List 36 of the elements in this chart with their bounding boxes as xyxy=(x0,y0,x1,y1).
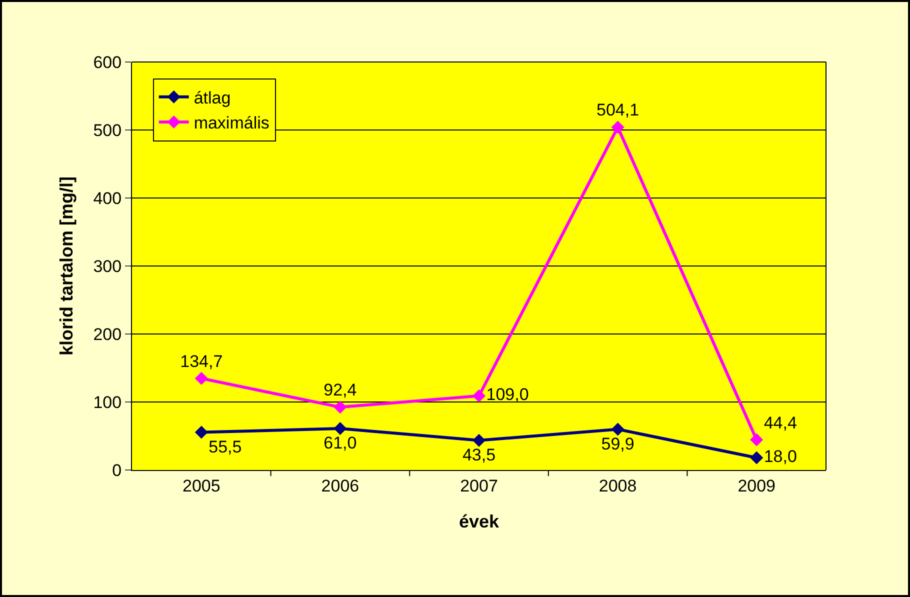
y-tick-label: 100 xyxy=(93,392,122,412)
data-label: 43,5 xyxy=(462,445,496,464)
point xyxy=(750,451,764,464)
y-tick-label: 300 xyxy=(93,256,122,276)
point xyxy=(472,434,486,447)
data-label: 109,0 xyxy=(486,385,529,404)
x-tick-label: 2008 xyxy=(598,476,637,496)
data-label: 92,4 xyxy=(324,380,357,400)
point xyxy=(194,372,208,385)
y-axis-title: klorid tartalom [mg/l] xyxy=(56,176,76,356)
point xyxy=(334,422,347,436)
point xyxy=(611,120,624,134)
data-label: 44,4 xyxy=(764,413,797,432)
point xyxy=(194,426,208,439)
point xyxy=(750,433,764,446)
data-label: 61,0 xyxy=(324,434,357,453)
data-label: 504,1 xyxy=(596,100,640,120)
point xyxy=(334,400,347,414)
x-tick-label: 2007 xyxy=(460,476,498,496)
x-tick-label: 2005 xyxy=(182,476,220,496)
y-tick-label: 0 xyxy=(112,460,122,480)
x-tick-label: 2006 xyxy=(321,476,360,496)
data-label: 55,5 xyxy=(208,437,242,456)
data-label: 59,9 xyxy=(601,434,634,454)
legend-label: maximális xyxy=(194,114,270,133)
point xyxy=(472,389,486,402)
y-tick-label: 500 xyxy=(93,120,122,140)
y-tick-label: 400 xyxy=(93,188,122,208)
data-label: 18,0 xyxy=(764,447,797,466)
legend-label: átlag xyxy=(194,88,231,108)
x-tick-label: 2009 xyxy=(738,476,776,496)
data-label: 134,7 xyxy=(180,352,223,371)
x-axis-title: évek xyxy=(458,512,500,532)
y-tick-label: 600 xyxy=(93,52,122,72)
point xyxy=(611,422,624,436)
y-tick-label: 200 xyxy=(93,324,122,344)
